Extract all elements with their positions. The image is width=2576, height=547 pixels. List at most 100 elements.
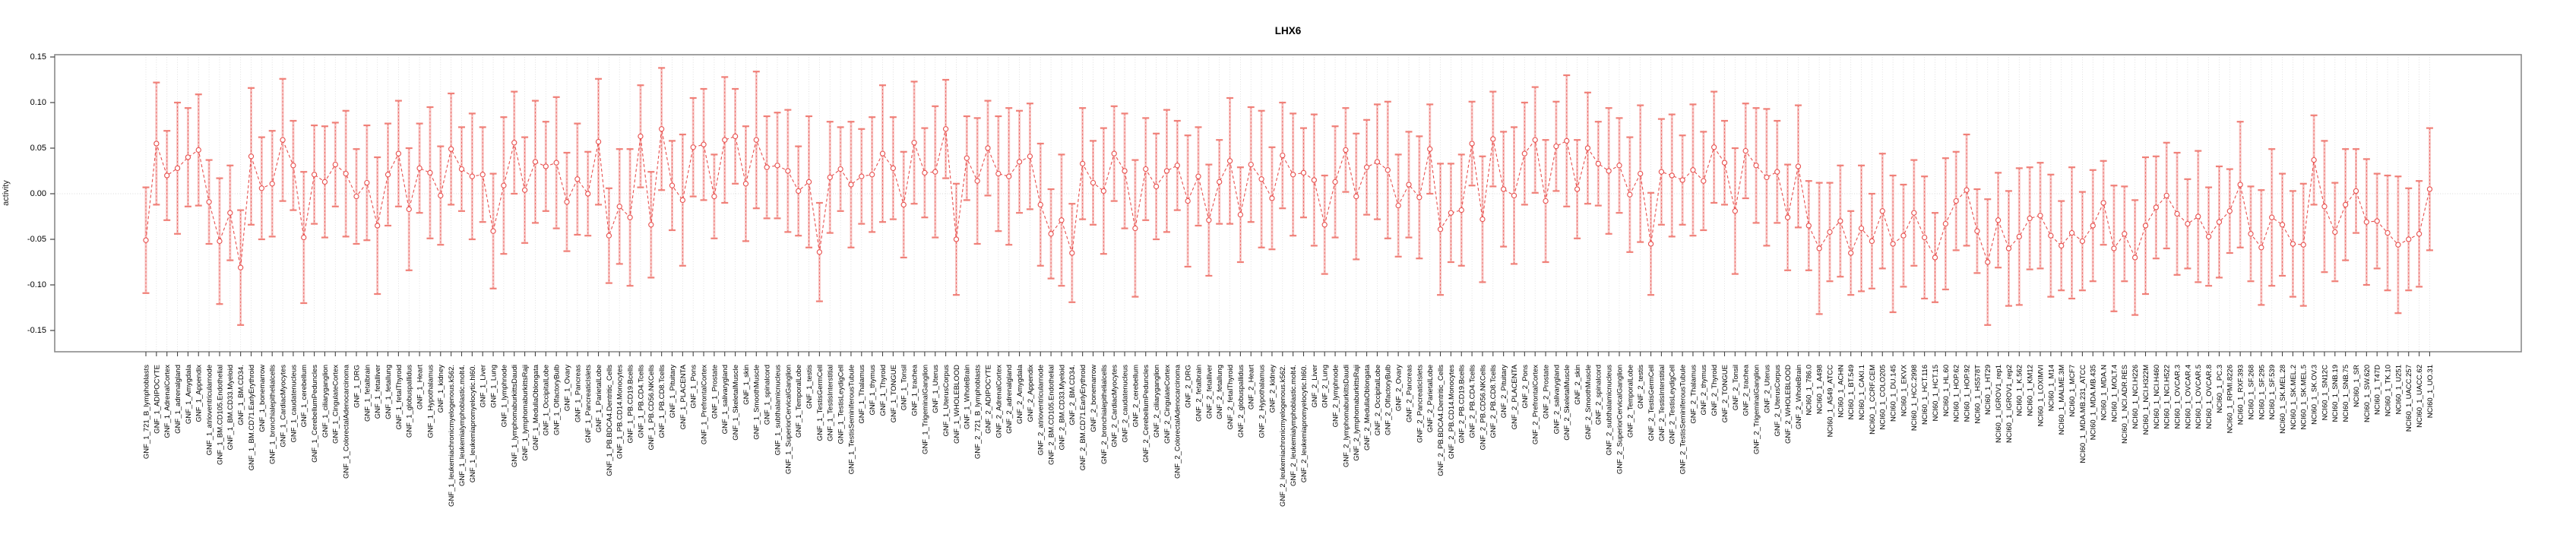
mean-point [1647, 241, 1654, 247]
x-tick-label: NCI60_1_RXF.393 [2237, 365, 2245, 425]
x-tick-label: GNF_2_ciliaryganglion [1153, 365, 1161, 438]
x-tick-label: NCI60_1_OVCAR.3 [2173, 365, 2182, 428]
x-tick-label: GNF_2_BM.CD105.Endothelial [1048, 365, 1056, 465]
mean-point [1764, 174, 1770, 181]
mean-point [385, 172, 391, 178]
mean-point [2269, 214, 2275, 220]
x-tick-label: GNF_2_leukemiapromyelocytic.hl60. [1300, 365, 1309, 482]
x-tick-label: GNF_1_caudatenucleus [290, 365, 298, 443]
mean-point [427, 169, 433, 176]
mean-point [1774, 169, 1780, 175]
x-tick-label: GNF_2_skin [1574, 365, 1582, 405]
mean-point [258, 185, 264, 191]
mean-point [595, 138, 602, 145]
mean-point [1069, 250, 1075, 256]
mean-point [1616, 163, 1622, 169]
x-tick-label: GNF_2_fetalbrain [1195, 365, 1203, 422]
mean-point [932, 169, 938, 175]
mean-point [290, 163, 296, 169]
x-tick-label: GNF_2_AdrenalCortex [995, 365, 1003, 438]
x-tick-label: GNF_2_TrigeminalGanglion [1752, 365, 1761, 454]
mean-point [2226, 208, 2233, 214]
x-tick-label: GNF_1_CingulateCortex [332, 365, 340, 444]
mean-point [774, 163, 780, 169]
x-tick-label: NCI60_1_LOXIMVI [2036, 365, 2045, 426]
x-tick-label: GNF_2_PB.BDCA4.Dentritic_Cells [1437, 365, 1445, 476]
mean-point [1153, 183, 1160, 190]
mean-point [859, 173, 865, 179]
mean-point [879, 150, 886, 157]
mean-point [1985, 259, 1991, 265]
mean-point [974, 178, 980, 184]
x-tick-label: GNF_2_PB.CD56.NKCells [1479, 365, 1487, 451]
mean-point [1248, 161, 1254, 168]
x-tick-label: GNF_2_lymphnode [1331, 365, 1340, 427]
mean-point [1258, 176, 1264, 182]
mean-point [827, 174, 833, 181]
mean-point [490, 228, 496, 234]
x-tick-label: NCI60_1_SK.MEL.2 [2290, 365, 2298, 430]
mean-point [1395, 202, 1401, 209]
mean-point [1742, 147, 1748, 154]
mean-point [1890, 241, 1896, 247]
x-tick-label: NCI60_1_RPMI.8226 [2226, 365, 2235, 433]
mean-point [1595, 160, 1601, 167]
x-tick-label: GNF_1_Thyroid [879, 365, 888, 416]
x-tick-label: NCI60_1_IGROV1_rep2 [2005, 365, 2014, 443]
x-tick-label: GNF_2_PrefrontalCortex [1532, 365, 1540, 444]
x-tick-label: NCI60_1_COLO205 [1879, 365, 1888, 430]
x-tick-label: NCI60_1_HCC.2998 [1910, 365, 1919, 431]
x-tick-label: GNF_2_PB.CD4.Tcells [1469, 365, 1477, 438]
mean-point [206, 199, 212, 205]
mean-point [722, 137, 728, 143]
mean-point [248, 153, 255, 160]
x-tick-label: GNF_2_ParietalLobe [1426, 365, 1435, 432]
x-tick-label: NCI60_1_IGROV1_rep1 [1995, 365, 2003, 443]
x-tick-label: NCI60_1_HOP.62 [1953, 365, 1961, 422]
mean-point [2395, 242, 2401, 248]
x-tick-label: GNF_2_DRG [1185, 365, 1193, 408]
x-tick-label: NCI60_1_HCT.15 [1932, 365, 1940, 421]
mean-point [1721, 160, 1728, 166]
x-tick-label: GNF_1_leukemialymphoblastic.molt4. [458, 365, 467, 486]
x-tick-label: GNF_2_atrioventricularnode [1037, 365, 1046, 455]
mean-point [1669, 172, 1675, 179]
x-tick-label: GNF_2_Thalamus [1689, 365, 1698, 424]
mean-point [1300, 169, 1307, 176]
y-axis-label: activity [2, 180, 11, 206]
y-tick-label: 0.00 [30, 189, 46, 198]
mean-point [237, 264, 244, 270]
mean-point [1501, 186, 1507, 192]
x-tick-label: GNF_2_kidney [1268, 365, 1277, 413]
mean-point [280, 137, 286, 143]
mean-point [1900, 232, 1907, 239]
x-tick-label: GNF_2_PB.CD19.Bcells [1458, 365, 1467, 444]
x-tick-label: GNF_2_Pancreas [1405, 365, 1413, 422]
x-tick-label: NCI60_1_HS578T [1973, 365, 1982, 424]
mean-point [2068, 229, 2075, 236]
x-tick-label: NCI60_1_SNB.75 [2342, 365, 2350, 422]
mean-point [742, 181, 749, 187]
x-tick-label: NCI60_1_SF.295 [2258, 365, 2266, 419]
mean-point [900, 201, 907, 208]
mean-point [1848, 250, 1854, 256]
mean-point [2163, 192, 2169, 199]
x-tick-label: GNF_2_PLACENTA [1511, 364, 1519, 429]
mean-point [353, 193, 359, 200]
mean-point [1195, 173, 1201, 179]
x-tick-label: GNF_2_Thyroid [1710, 365, 1719, 416]
mean-point [753, 137, 759, 143]
mean-point [2059, 242, 2065, 249]
x-tick-label: GNF_1_ParietalLobe [595, 365, 603, 432]
mean-point [1995, 217, 2002, 223]
x-tick-label: NCI60_1_SW.620 [2363, 365, 2372, 422]
mean-point [301, 234, 307, 241]
plot-border [54, 54, 2522, 353]
x-tick-label: GNF_2_SuperiorCervicalGanglion [1616, 365, 1624, 474]
x-tick-label: GNF_2_TestisLeydigCell [1669, 365, 1677, 444]
x-tick-label: GNF_2_Pons [1521, 365, 1530, 409]
mean-point [1037, 201, 1043, 208]
x-tick-label: NCI60_1_A549_ATCC [1826, 365, 1834, 438]
mean-point [627, 214, 633, 220]
x-tick-label: GNF_2_721_B_lymphoblasts [974, 365, 983, 459]
